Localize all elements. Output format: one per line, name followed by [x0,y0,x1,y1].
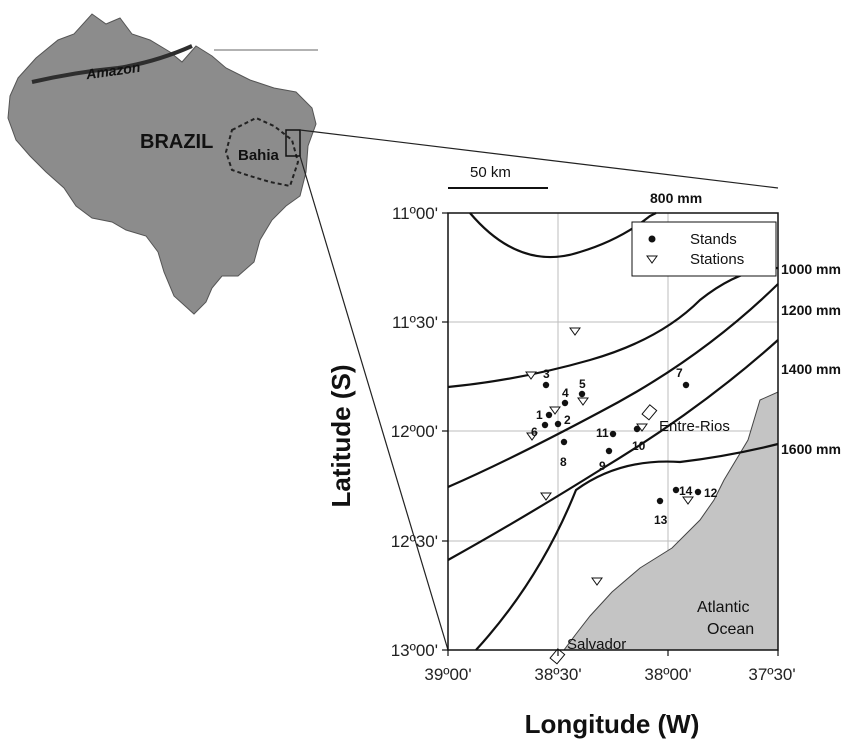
stand-label-14: 14 [679,484,693,498]
stand-marker [554,420,562,428]
station-marker [569,327,581,336]
stand-marker [682,381,690,389]
amazon-label: Amazon [84,59,141,83]
isohyet-1200-line [447,283,779,489]
scale-bar-label: 50 km [470,164,511,181]
legend-station-symbol [646,255,658,264]
ocean-label-line1: Atlantic [697,599,749,616]
y-axis-title: Latitude (S) [326,365,356,508]
lon-tick-label: 39º00' [424,665,471,684]
stand-label-5: 5 [579,377,586,391]
isohyet-label-800: 800 mm [650,190,702,206]
isohyet-1600-line [475,442,779,651]
amazon-river [31,44,193,84]
stations [525,327,694,586]
stand-marker [541,421,549,429]
isohyet-lines [447,212,779,651]
bahia-label: Bahia [238,147,280,164]
legend-stations-label: Stations [690,251,744,268]
stand-marker [605,447,613,455]
lat-tick-label: 11º00' [392,204,438,223]
station-marker [525,371,537,380]
stand-label-12: 12 [704,486,718,500]
isohyet-label-1400: 1400 mm [781,361,841,377]
stand-label-13: 13 [654,513,668,527]
isohyet-label-1200: 1200 mm [781,302,841,318]
zoom-line-bottom [299,155,449,651]
city-label-salvador: Salvador [567,636,626,653]
city-marker-entre-rios [641,404,658,421]
zoom-line-top [299,129,779,189]
station-marker [682,496,694,505]
stand-label-6: 6 [531,425,538,439]
stand-marker [560,438,568,446]
x-axis-title: Longitude (W) [525,709,700,739]
stand-marker [542,381,550,389]
isohyet-label-1600: 1600 mm [781,441,841,457]
brazil-label: BRAZIL [140,131,213,153]
legend-stand-symbol [648,235,656,243]
atlantic-ocean [563,391,779,651]
stand-label-4: 4 [562,386,569,400]
isohyet-label-1000: 1000 mm [781,261,841,277]
station-marker [540,492,552,501]
city-marker-salvador [549,648,566,665]
isohyet-1000-line [447,266,779,389]
stand-label-11: 11 [596,426,609,440]
brazil-landmass [7,13,317,315]
lat-tick-label: 13º00' [391,641,438,660]
ocean-label-line2: Ocean [707,621,754,638]
lon-tick-label: 38º00' [644,665,691,684]
study-area-box [285,129,301,157]
stand-marker [656,497,664,505]
detail-map: Atlantic Ocean 800 mm 1000 mm 1200 mm 14… [326,190,841,739]
lat-tick-label: 12º00' [391,422,438,441]
stand-label-1: 1 [536,408,543,422]
stand-label-8: 8 [560,455,567,469]
station-marker [577,397,589,406]
stand-label-7: 7 [676,366,683,380]
city-entre-rios: Entre-Rios [641,404,730,435]
stand-marker [694,488,702,496]
stands [541,381,702,505]
legend-stands-label: Stands [690,231,737,248]
stand-marker [561,399,569,407]
stand-labels: 1 2 3 4 5 6 7 8 9 10 11 12 13 14 [531,366,718,527]
lon-tick-label: 38º30' [534,665,581,684]
lat-tick-label: 12º30' [391,532,438,551]
lat-tick-label: 11º30' [392,313,438,332]
tick-marks [442,212,779,656]
stand-marker [672,486,680,494]
stand-marker [609,430,617,438]
stand-label-2: 2 [564,413,571,427]
stand-marker [578,390,586,398]
stand-label-3: 3 [543,367,550,381]
stand-marker [633,425,641,433]
station-marker [526,432,538,441]
stand-marker [545,411,553,419]
stand-label-9: 9 [599,459,606,473]
city-salvador: Salvador [549,636,626,665]
lon-tick-label: 37º30' [748,665,795,684]
scale-bar: 50 km [448,164,548,189]
bahia-outline [224,116,300,188]
stand-label-10: 10 [632,439,646,453]
brazil-overview-map: Amazon BRAZIL Bahia [7,13,318,315]
isohyet-1400-line [447,339,779,561]
legend: Stands Stations [631,221,777,277]
legend-box [631,221,777,277]
station-marker [591,577,603,586]
city-label-entre-rios: Entre-Rios [659,418,730,435]
station-marker [549,406,561,415]
